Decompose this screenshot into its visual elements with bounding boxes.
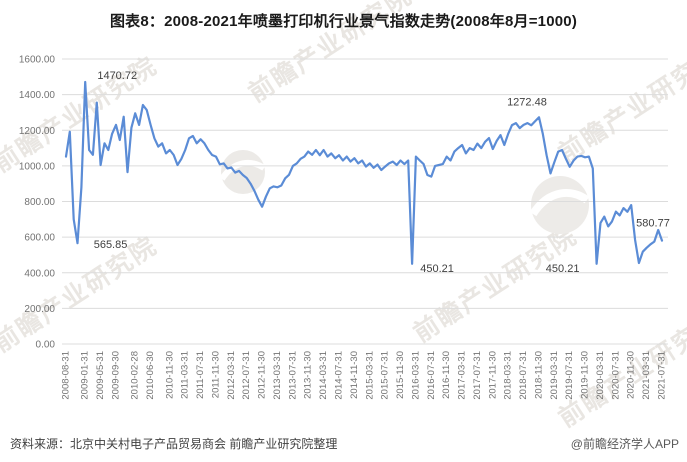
x-tick-label: 2011-11-30 [210,351,221,398]
app-credit: @前瞻经济学人APP [570,437,679,451]
x-tick-label: 2016-11-30 [441,351,452,399]
x-tick-label: 2018-11-30 [533,351,544,399]
x-tick-label: 2020-07-31 [610,351,621,400]
x-tick-label: 2017-03-31 [457,351,468,400]
x-tick-label: 2017-07-31 [472,351,483,400]
x-tick-label: 2015-03-31 [364,351,375,400]
y-tick-label: 0.00 [36,340,56,351]
x-tick-label: 2019-03-31 [549,351,560,400]
x-tick-label: 2012-03-31 [226,351,237,400]
y-tick-label: 400.00 [24,268,55,279]
x-tick-label: 2014-07-31 [334,351,345,400]
x-tick-label: 2015-07-31 [380,351,391,400]
x-tick-label: 2016-03-31 [410,351,421,400]
x-tick-label: 2013-07-31 [287,351,298,400]
y-tick-label: 1000.00 [19,161,56,172]
x-tick-label: 2021-07-31 [657,351,668,400]
x-tick-label: 2017-11-30 [487,351,498,399]
x-tick-label: 2016-07-31 [426,351,437,400]
x-tick-label: 2010-02-28 [130,351,141,400]
x-tick-label: 2013-03-31 [272,351,283,400]
x-tick-label: 2018-03-31 [503,351,514,400]
x-tick-label: 2009-09-30 [110,351,121,400]
x-tick-label: 2009-05-31 [95,351,106,400]
x-tick-label: 2013-11-30 [303,351,314,399]
x-tick-label: 2015-11-30 [395,351,406,399]
chart-title: 图表8：2008-2021年喷墨打印机行业景气指数走势(2008年8月=1000… [109,13,578,30]
y-tick-label: 800.00 [24,197,55,208]
y-tick-label: 1200.00 [19,126,56,137]
x-tick-label: 2020-03-31 [595,351,606,400]
y-tick-label: 1600.00 [19,55,56,66]
x-tick-label: 2014-11-30 [349,351,360,399]
data-point-label: 450.21 [546,263,580,275]
data-point-label: 1272.48 [507,96,547,108]
x-tick-label: 2014-03-31 [318,351,329,400]
x-tick-label: 2008-08-31 [61,351,72,400]
data-point-label: 580.77 [636,218,670,230]
x-tick-label: 2012-11-30 [257,351,268,399]
x-tick-label: 2011-03-31 [180,351,191,399]
y-tick-label: 200.00 [24,304,55,315]
x-tick-label: 2010-06-30 [145,351,156,400]
x-tick-label: 2021-03-31 [641,351,652,400]
x-tick-label: 2019-11-30 [580,351,591,399]
x-tick-label: 2009-01-31 [80,351,91,400]
source-note: 资料来源：北京中关村电子产品贸易商会 前瞻产业研究院整理 [10,437,338,451]
x-tick-label: 2011-07-31 [195,351,206,399]
watermark-logo-swoosh [529,189,590,217]
x-tick-label: 2010-11-30 [164,351,175,399]
x-tick-label: 2012-07-31 [241,351,252,400]
data-point-label: 565.85 [94,239,128,251]
data-point-label: 1470.72 [97,70,137,82]
y-tick-label: 600.00 [24,233,55,244]
data-point-label: 450.21 [420,263,454,275]
x-tick-label: 2018-07-31 [518,351,529,400]
x-tick-label: 2019-07-31 [564,351,575,400]
y-tick-label: 1400.00 [19,90,56,101]
index-line-series [64,80,664,265]
x-tick-label: 2020-11-30 [626,351,637,399]
